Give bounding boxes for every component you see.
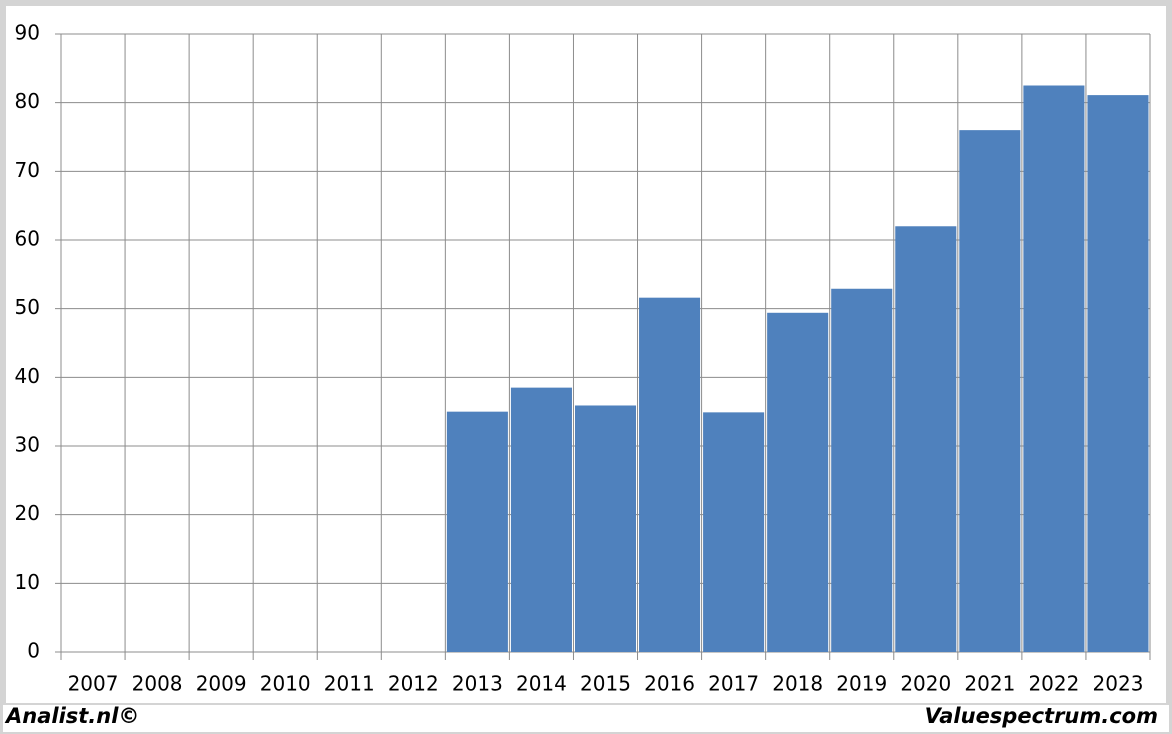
x-tick-label: 2011 [324,672,375,696]
y-tick-label: 20 [15,501,40,525]
bar [767,312,829,652]
y-tick-label: 90 [15,21,40,45]
bar [446,411,508,652]
y-tick-label: 70 [15,158,40,182]
bar [574,405,637,652]
x-tick-label: 2010 [260,672,311,696]
x-tick-label: 2007 [68,672,119,696]
y-tick-label: 30 [15,433,40,457]
bar [703,412,765,652]
bar [639,297,701,652]
x-tick-label: 2022 [1028,672,1079,696]
x-tick-label: 2012 [388,672,439,696]
y-tick-label: 40 [15,364,40,388]
footer-right: Valuespectrum.com [925,704,1158,728]
y-tick-label: 80 [15,89,40,113]
bar [510,387,572,652]
y-tick-label: 50 [15,295,40,319]
y-tick-label: 0 [27,639,40,663]
footer-bar [3,705,1169,732]
bar [1087,95,1149,652]
bar [959,130,1021,653]
x-tick-label: 2016 [644,672,695,696]
x-tick-label: 2023 [1093,672,1144,696]
x-tick-label: 2015 [580,672,631,696]
y-tick-label: 10 [15,570,40,594]
bar [895,226,957,652]
y-tick-label: 60 [15,227,40,251]
x-tick-label: 2009 [196,672,247,696]
x-tick-label: 2021 [964,672,1015,696]
bar [1023,85,1085,652]
x-tick-label: 2020 [900,672,951,696]
footer-left: Analist.nl© [4,704,139,728]
x-tick-label: 2018 [772,672,823,696]
x-tick-label: 2014 [516,672,567,696]
x-tick-label: 2013 [452,672,503,696]
x-tick-label: 2019 [836,672,887,696]
bar [831,288,893,652]
x-tick-label: 2017 [708,672,759,696]
x-tick-label: 2008 [132,672,183,696]
